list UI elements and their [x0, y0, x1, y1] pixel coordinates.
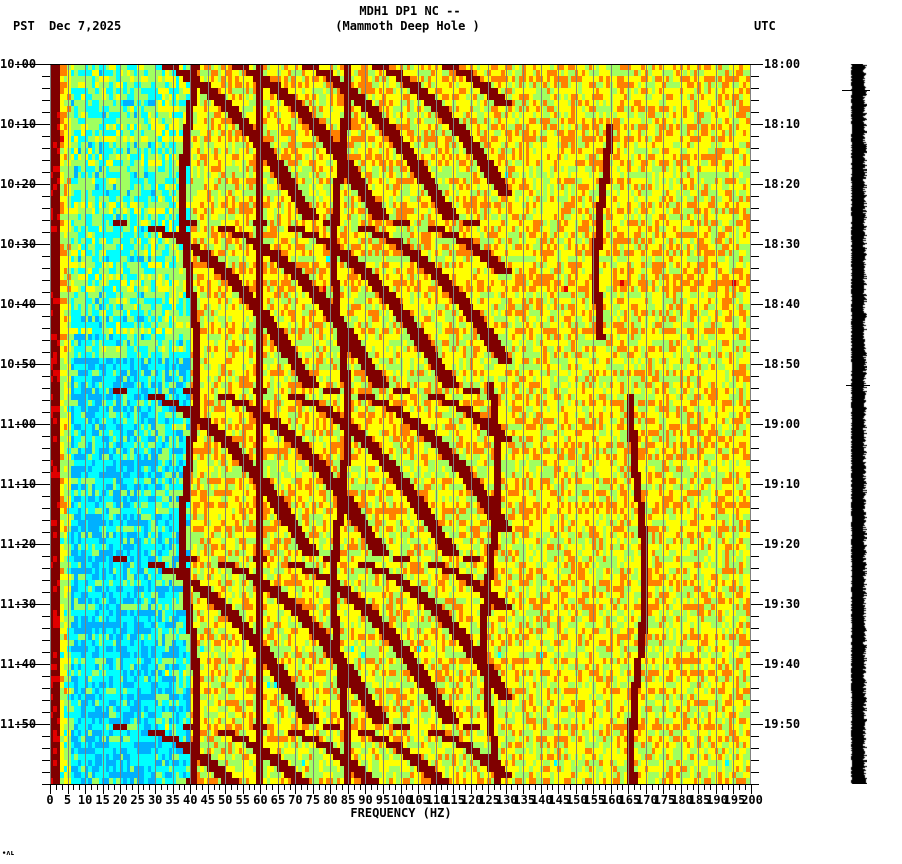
station-title: MDH1 DP1 NC --: [359, 4, 461, 18]
y-tick-right: 19:20: [764, 537, 801, 551]
x-tick: 150: [565, 793, 588, 807]
y-tick-left: 11:50: [0, 717, 37, 731]
y-tick-right: 19:10: [764, 477, 801, 491]
y-tick-left: 10:40: [0, 297, 37, 311]
y-tick-right: 19:40: [764, 657, 801, 671]
seismic-trace: [850, 64, 867, 784]
y-tick-right: 19:00: [764, 417, 801, 431]
x-tick: 0: [46, 793, 54, 807]
y-tick-left: 10:50: [0, 357, 37, 371]
x-tick: 105: [408, 793, 430, 807]
x-tick: 130: [495, 793, 518, 807]
x-tick: 185: [688, 793, 711, 807]
x-tick: 145: [548, 793, 571, 807]
x-tick: 65: [270, 793, 286, 807]
x-tick: 100: [390, 793, 413, 807]
x-tick: 10: [77, 793, 93, 807]
y-tick-left: 11:40: [0, 657, 37, 671]
x-tick: 5: [63, 793, 72, 807]
x-tick: 135: [513, 793, 536, 807]
y-tick-right: 19:30: [764, 597, 801, 611]
x-tick: 160: [601, 793, 623, 807]
y-tick-left: 11:00: [0, 417, 37, 431]
x-tick: 70: [288, 793, 303, 807]
y-tick-right: 18:30: [764, 237, 801, 251]
x-tick: 20: [112, 793, 128, 807]
spectrogram-heatmap: [50, 64, 751, 784]
x-tick: 45: [200, 793, 215, 807]
y-tick-left: 11:10: [0, 477, 37, 491]
logo-mark: ∙ʌʟ: [2, 849, 15, 857]
x-tick: 190: [706, 793, 728, 807]
x-tick: 120: [460, 793, 483, 807]
x-tick: 95: [375, 793, 391, 807]
x-tick: 25: [130, 793, 145, 807]
left-timezone-label: PST: [13, 19, 35, 33]
station-name: (Mammoth Deep Hole ): [335, 19, 480, 33]
x-tick: 175: [653, 793, 676, 807]
date-label: Dec 7,2025: [49, 19, 122, 33]
y-tick-right: 19:50: [764, 717, 801, 731]
x-tick: 115: [443, 793, 465, 807]
x-tick: 75: [305, 793, 321, 807]
x-tick: 85: [340, 793, 356, 807]
x-tick: 50: [218, 793, 233, 807]
y-tick-left: 10:10: [0, 117, 37, 131]
y-tick-right: 18:40: [764, 297, 801, 311]
x-axis-title: FREQUENCY (HZ): [350, 806, 452, 820]
y-tick-right: 18:00: [764, 57, 801, 71]
y-tick-left: 11:20: [0, 537, 37, 551]
y-tick-right: 18:20: [764, 177, 801, 191]
x-tick: 80: [323, 793, 338, 807]
x-tick: 90: [358, 793, 373, 807]
x-tick: 195: [723, 793, 746, 807]
x-tick: 30: [147, 793, 163, 807]
x-tick: 110: [425, 793, 448, 807]
y-tick-left: 10:30: [0, 237, 37, 251]
y-tick-right: 18:10: [764, 117, 801, 131]
x-tick: 200: [741, 793, 763, 807]
x-tick: 35: [165, 793, 180, 807]
x-tick: 40: [183, 793, 198, 807]
x-tick: 170: [636, 793, 658, 807]
y-tick-left: 10:00: [0, 57, 37, 71]
x-tick: 55: [235, 793, 251, 807]
x-tick: 155: [583, 793, 606, 807]
x-tick: 60: [253, 793, 268, 807]
x-tick: 140: [530, 793, 553, 807]
right-timezone-label: UTC: [754, 19, 776, 33]
x-tick: 165: [618, 793, 641, 807]
x-tick: 125: [478, 793, 500, 807]
y-tick-right: 18:50: [764, 357, 801, 371]
spectrogram-plot: [50, 64, 751, 784]
y-tick-left: 11:30: [0, 597, 37, 611]
y-tick-left: 10:20: [0, 177, 37, 191]
x-tick: 15: [95, 793, 110, 807]
x-tick: 180: [671, 793, 693, 807]
